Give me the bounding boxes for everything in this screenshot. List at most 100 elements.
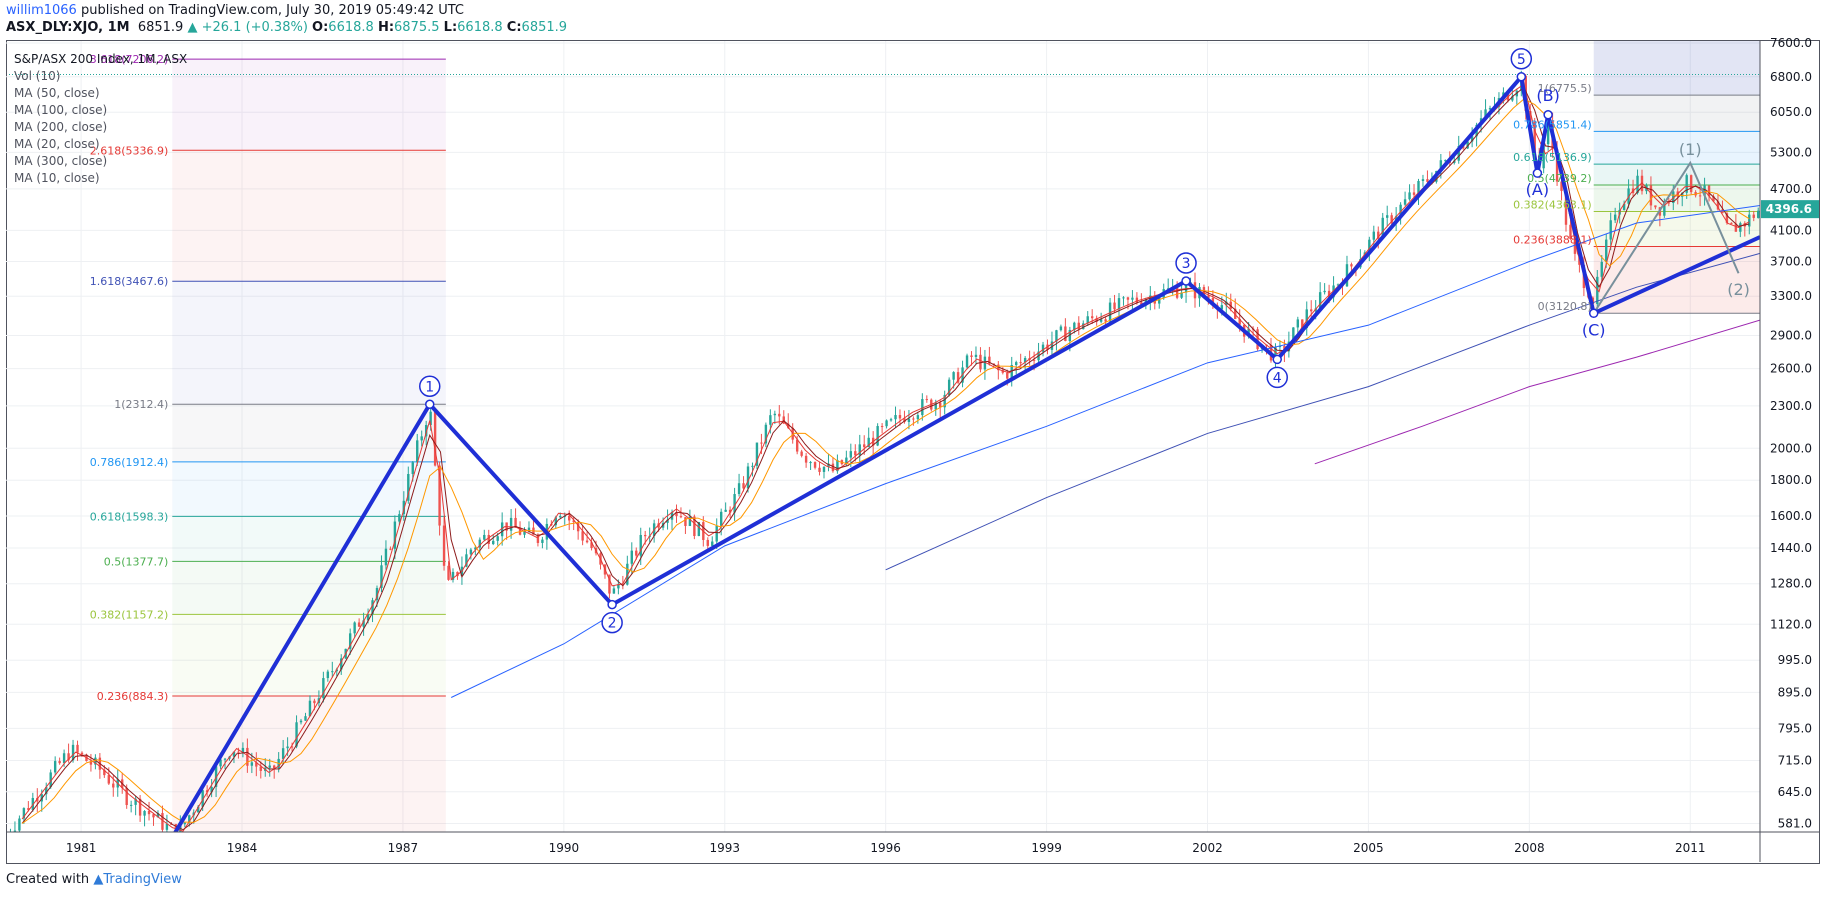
- candle-body: [1095, 318, 1098, 322]
- candle-body: [1019, 362, 1022, 364]
- candle-body: [1564, 190, 1568, 225]
- wave-point-marker: [1272, 354, 1282, 365]
- current-price-label: 4396.6: [1766, 202, 1812, 216]
- candle-body: [465, 554, 468, 567]
- candle-body: [719, 511, 723, 526]
- candle-body: [1323, 290, 1326, 293]
- candle-body: [152, 814, 155, 818]
- candle-body: [456, 571, 459, 577]
- price-axis-tick-label: 2900.0: [1770, 328, 1812, 342]
- candle-body: [53, 761, 57, 773]
- legend-item-ma200[interactable]: MA (200, close): [14, 120, 108, 134]
- tradingview-brand[interactable]: TradingView: [103, 872, 182, 887]
- candle-body: [813, 462, 817, 468]
- candle-body: [1077, 322, 1080, 330]
- wave-label-circle: [1266, 366, 1288, 389]
- candle-body: [693, 516, 696, 536]
- candle-body: [1573, 238, 1577, 254]
- candle-body: [1041, 344, 1045, 352]
- candle-body: [965, 355, 969, 368]
- fib-level-label: 0.786(1912.4): [90, 456, 169, 469]
- fib-level-label: 3.618(7206.2): [90, 53, 169, 66]
- candle-body: [1274, 347, 1277, 361]
- fib-secondary-label: 0(3120.8): [1538, 300, 1592, 313]
- candle-body: [299, 720, 303, 723]
- candle-body: [469, 549, 473, 555]
- candle-body: [1064, 326, 1067, 342]
- legend-item-ma300[interactable]: MA (300, close): [14, 154, 108, 168]
- candle-body: [103, 769, 106, 776]
- price-axis-tick-label: 581.0: [1778, 817, 1812, 831]
- price-axis-tick-label: 1280.0: [1770, 577, 1812, 591]
- candle-body: [447, 565, 450, 580]
- fib-band: [172, 614, 446, 697]
- candle-body: [1725, 213, 1729, 223]
- close-value: 6851.9: [521, 20, 568, 35]
- candle-body: [1748, 214, 1751, 227]
- candle-body: [241, 747, 245, 753]
- legend-item-ma100[interactable]: MA (100, close): [14, 103, 108, 117]
- candle-body: [295, 722, 298, 747]
- price-axis-tick-label: 2600.0: [1770, 362, 1812, 376]
- candle-body: [675, 512, 678, 517]
- candle-body: [438, 465, 441, 526]
- legend-item-ma50[interactable]: MA (50, close): [14, 86, 100, 100]
- candle-body: [559, 515, 562, 518]
- candle-body: [800, 451, 803, 456]
- candle-body: [210, 786, 213, 793]
- candle-body: [304, 716, 307, 721]
- candle-body: [907, 418, 911, 422]
- candle-body: [1238, 318, 1241, 325]
- candle-body: [755, 442, 759, 466]
- candle-body: [1716, 201, 1720, 210]
- candle-body: [375, 587, 379, 601]
- candle-body: [581, 531, 584, 541]
- wave-label-circle: [418, 375, 441, 398]
- candle-body: [1533, 121, 1536, 156]
- candle-body: [1672, 191, 1675, 204]
- time-axis-tick-label: 2005: [1353, 841, 1384, 855]
- price-axis-tick-label: 6050.0: [1770, 105, 1812, 119]
- author-link[interactable]: willim1066: [6, 3, 77, 18]
- candle-body: [1752, 214, 1755, 218]
- time-axis-tick-label: 2011: [1675, 841, 1706, 855]
- candle-body: [496, 536, 499, 541]
- candle-body: [742, 483, 745, 489]
- candle-body: [1050, 341, 1054, 350]
- minor-wave-label: (1): [1679, 140, 1702, 159]
- price-axis-tick-label: 5300.0: [1770, 145, 1812, 159]
- candle-body: [420, 436, 423, 441]
- minor-wave-label: (2): [1727, 280, 1750, 299]
- candle-body: [1090, 316, 1094, 319]
- candle-body: [272, 765, 276, 769]
- candle-body: [1381, 217, 1384, 239]
- candle-body: [393, 521, 397, 549]
- candle-body: [635, 550, 638, 556]
- candle-body: [876, 426, 879, 446]
- candle-body: [1305, 309, 1308, 329]
- candle-body: [94, 757, 97, 765]
- symbol-label: ASX_DLY:XJO, 1M: [6, 20, 130, 35]
- candle-body: [31, 797, 35, 810]
- candle-body: [1301, 319, 1304, 329]
- high-label: H:: [377, 20, 395, 35]
- price-axis-tick-label: 4100.0: [1770, 223, 1812, 237]
- candle-body: [643, 534, 647, 537]
- legend-item-ma10[interactable]: MA (10, close): [14, 171, 100, 185]
- tradingview-logo-icon[interactable]: ▲: [93, 872, 104, 887]
- legend-item-ma20[interactable]: MA (20, close): [14, 137, 100, 151]
- candle-body: [71, 744, 75, 761]
- candle-body: [760, 442, 763, 444]
- legend-item-vol[interactable]: Vol (10): [14, 69, 61, 83]
- candle-body: [362, 620, 365, 627]
- time-axis-tick-label: 1981: [66, 841, 97, 855]
- candle-body: [1698, 195, 1702, 197]
- candle-body: [1131, 297, 1134, 300]
- fib-band: [172, 461, 446, 517]
- candle-body: [590, 542, 593, 549]
- price-change: ▲ +26.1 (+0.38%): [187, 20, 308, 35]
- candle-body: [322, 678, 325, 699]
- candle-body: [1707, 185, 1711, 197]
- indicator-legend: S&P/ASX 200 Index, 1M, ASX Vol (10) MA (…: [14, 51, 187, 187]
